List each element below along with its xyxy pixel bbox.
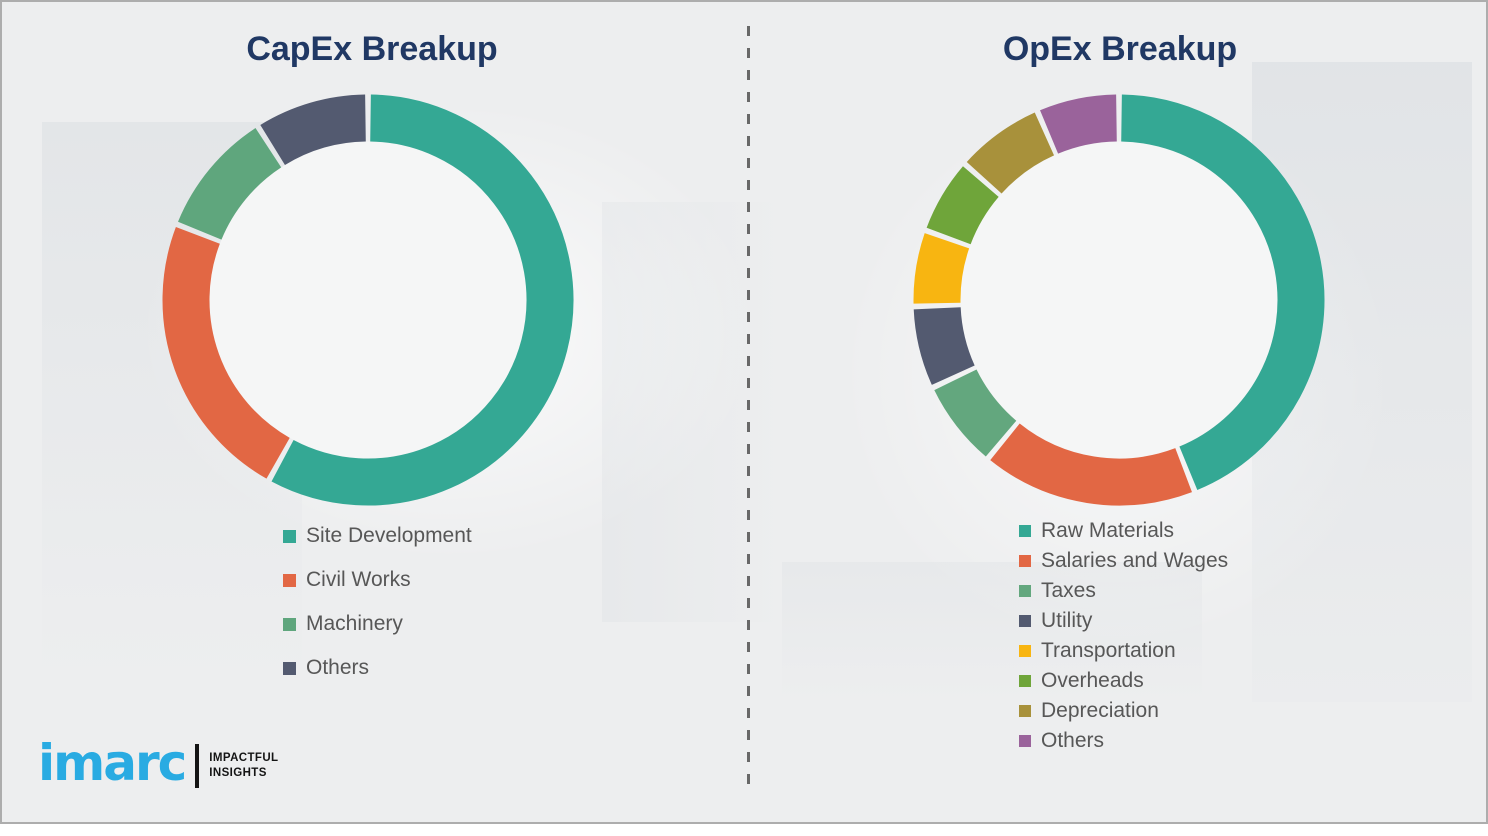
legend-item: Site Development <box>283 514 472 558</box>
donut-slice-taxes <box>934 368 1017 457</box>
legend-label: Depreciation <box>1041 699 1159 722</box>
donut-slice-machinery <box>178 128 282 241</box>
opex-chart-title: OpEx Breakup <box>1002 30 1238 68</box>
legend-label: Transportation <box>1041 639 1176 662</box>
legend-label: Others <box>306 656 370 679</box>
capex-chart-title: CapEx Breakup <box>246 30 498 68</box>
donut-slice-raw-materials <box>1120 94 1325 490</box>
legend-item: Raw Materials <box>1019 516 1228 546</box>
legend-label: Taxes <box>1041 579 1096 602</box>
donut-slice-overheads <box>926 166 1000 245</box>
legend-label: Others <box>1041 729 1105 752</box>
background-texture <box>602 202 782 622</box>
donut-slice-civil-works <box>162 227 291 479</box>
legend-label: Site Development <box>306 524 472 547</box>
legend-item: Civil Works <box>283 558 472 602</box>
legend-swatch-icon <box>1019 705 1031 717</box>
legend-item: Machinery <box>283 602 472 646</box>
donut-slice-depreciation <box>966 112 1055 194</box>
donut-slice-salaries-and-wages <box>990 423 1192 506</box>
dashed-divider-line <box>747 26 750 792</box>
capex-legend: Site Development Civil Works Machinery Othe… <box>283 514 472 690</box>
legend-item: Depreciation <box>1019 696 1228 726</box>
legend-label: Utility <box>1041 609 1093 632</box>
legend-item: Others <box>283 646 472 690</box>
logo-tagline-line2: INSIGHTS <box>209 767 267 779</box>
legend-item: Transportation <box>1019 636 1228 666</box>
legend-swatch-icon <box>1019 615 1031 627</box>
legend-swatch-icon <box>1019 675 1031 687</box>
opex-legend: Raw Materials Salaries and Wages Taxes Util… <box>1019 516 1228 756</box>
legend-label: Overheads <box>1041 669 1144 692</box>
legend-swatch-icon <box>1019 525 1031 537</box>
legend-item: Salaries and Wages <box>1019 546 1228 576</box>
logo-tagline: IMPACTFUL INSIGHTS <box>209 751 278 781</box>
logo-divider-bar <box>195 744 200 788</box>
imarc-logo-text: imarc <box>38 734 187 792</box>
legend-item: Utility <box>1019 606 1228 636</box>
legend-swatch-icon <box>283 573 296 587</box>
legend-item: Overheads <box>1019 666 1228 696</box>
legend-swatch-icon <box>1019 585 1031 597</box>
legend-swatch-icon <box>1019 645 1031 657</box>
capex-donut-chart <box>162 94 574 506</box>
legend-item: Others <box>1019 726 1228 756</box>
donut-slice-utility <box>913 306 975 385</box>
imarc-logo: imarc IMPACTFUL INSIGHTS <box>38 738 278 788</box>
logo-tagline-line1: IMPACTFUL <box>209 752 279 765</box>
opex-donut-chart <box>913 94 1325 506</box>
donut-hole <box>209 141 527 459</box>
donut-slice-others <box>1040 94 1118 154</box>
legend-swatch-icon <box>283 617 296 631</box>
legend-item: Taxes <box>1019 576 1228 606</box>
legend-label: Raw Materials <box>1041 519 1175 542</box>
legend-label: Machinery <box>306 612 403 635</box>
legend-label: Civil Works <box>306 568 411 591</box>
legend-swatch-icon <box>1019 555 1031 567</box>
legend-swatch-icon <box>283 529 296 543</box>
donut-slice-site-development <box>271 94 574 506</box>
donut-slice-others <box>260 94 367 166</box>
legend-label: Salaries and Wages <box>1041 549 1229 572</box>
legend-swatch-icon <box>1019 735 1031 747</box>
donut-slice-transportation <box>913 233 970 304</box>
donut-hole <box>960 141 1278 459</box>
legend-swatch-icon <box>283 661 296 675</box>
